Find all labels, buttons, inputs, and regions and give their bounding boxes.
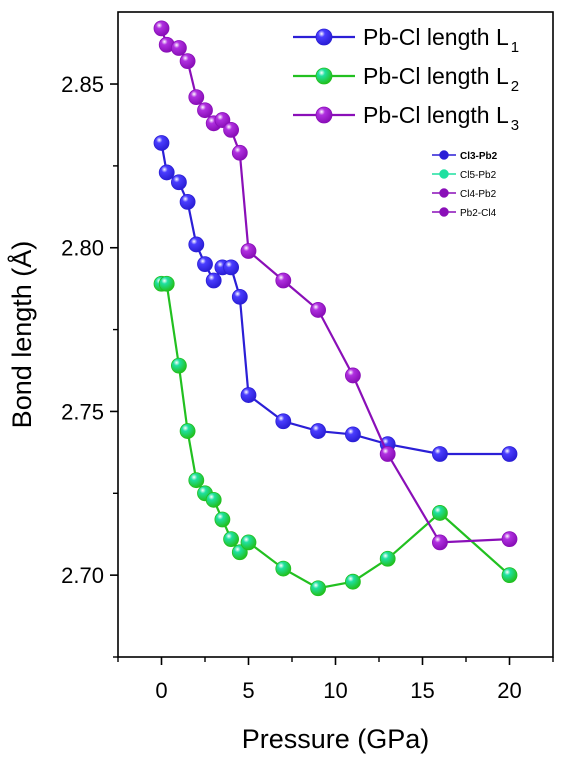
data-point bbox=[197, 256, 213, 273]
data-point bbox=[188, 472, 205, 489]
data-point bbox=[501, 567, 518, 584]
data-point bbox=[310, 302, 327, 318]
data-point bbox=[170, 174, 187, 191]
y-tick-label: 2.75 bbox=[61, 399, 104, 424]
data-point bbox=[379, 550, 396, 567]
data-point bbox=[344, 573, 361, 590]
y-axis-title: Bond length (Å) bbox=[6, 241, 37, 429]
mini-legend-marker bbox=[439, 169, 449, 179]
legend-label-subscript: 3 bbox=[511, 117, 519, 134]
mini-legend: Cl3-Pb2 Cl5-Pb2 Cl4-Pb2 Pb2-Cl4 bbox=[432, 150, 498, 219]
mini-legend-marker bbox=[439, 207, 449, 217]
data-point bbox=[205, 272, 222, 289]
mini-legend-label: Cl4-Pb2 bbox=[460, 189, 497, 200]
mini-legend-entry: Cl4-Pb2 bbox=[432, 188, 497, 200]
data-point bbox=[158, 164, 175, 181]
data-point bbox=[223, 121, 240, 138]
data-point bbox=[431, 505, 448, 521]
x-tick-label: 5 bbox=[242, 678, 254, 703]
data-point bbox=[344, 367, 361, 384]
data-point bbox=[153, 20, 170, 37]
data-point bbox=[205, 491, 222, 508]
x-tick-label: 15 bbox=[410, 678, 434, 703]
axis-ticks bbox=[110, 83, 554, 665]
data-point bbox=[275, 272, 292, 289]
x-tick-label: 10 bbox=[323, 678, 347, 703]
legend-marker bbox=[315, 67, 333, 85]
x-axis-title: Pressure (GPa) bbox=[242, 724, 430, 754]
mini-legend-entry: Pb2-Cl4 bbox=[432, 207, 497, 219]
data-point bbox=[223, 531, 240, 548]
y-tick-label: 2.70 bbox=[61, 563, 104, 588]
legend-label-subscript: 2 bbox=[511, 78, 519, 95]
data-point bbox=[501, 531, 518, 548]
data-point bbox=[179, 193, 196, 210]
data-point bbox=[344, 426, 361, 443]
data-point bbox=[188, 89, 205, 106]
data-point bbox=[231, 144, 248, 161]
mini-legend-entry: Cl5-Pb2 bbox=[432, 169, 497, 181]
data-point bbox=[310, 580, 327, 597]
series-1 bbox=[153, 135, 518, 462]
data-point bbox=[240, 243, 257, 259]
y-tick-label: 2.80 bbox=[61, 236, 104, 261]
series-2 bbox=[153, 275, 518, 597]
x-tick-label: 0 bbox=[155, 678, 167, 703]
data-point bbox=[153, 135, 170, 151]
data-point bbox=[240, 387, 257, 403]
data-point bbox=[275, 413, 292, 430]
axis-tick-labels: 0 5 10 15 20 2.70 2.75 2.80 2.85 bbox=[61, 72, 522, 703]
data-point bbox=[170, 357, 187, 374]
data-point bbox=[179, 53, 196, 70]
data-point bbox=[501, 446, 518, 462]
data-point bbox=[310, 423, 327, 439]
x-tick-label: 20 bbox=[497, 678, 521, 703]
mini-legend-label: Pb2-Cl4 bbox=[460, 208, 497, 219]
data-point bbox=[179, 423, 196, 439]
mini-legend-marker bbox=[439, 150, 449, 160]
data-point bbox=[231, 288, 248, 305]
data-point bbox=[197, 102, 213, 119]
mini-legend-label: Cl3-Pb2 bbox=[460, 151, 498, 162]
data-point bbox=[431, 534, 448, 551]
data-point bbox=[240, 534, 257, 551]
legend-marker bbox=[315, 28, 333, 46]
series-3 bbox=[153, 20, 518, 551]
plot-frame bbox=[117, 11, 554, 658]
y-tick-label: 2.85 bbox=[61, 72, 104, 97]
mini-legend-label: Cl5-Pb2 bbox=[460, 170, 497, 181]
data-point bbox=[379, 446, 396, 462]
data-point bbox=[214, 511, 231, 528]
legend-label-subscript: 1 bbox=[511, 39, 519, 56]
data-point bbox=[170, 40, 187, 56]
data-point bbox=[223, 259, 240, 276]
legend: Pb-Cl length L 1Pb-Cl length L 2Pb-Cl leng… bbox=[293, 24, 519, 134]
data-point bbox=[188, 236, 205, 253]
mini-legend-marker bbox=[439, 188, 449, 198]
series-layer bbox=[153, 20, 518, 597]
legend-marker bbox=[315, 106, 333, 124]
data-point bbox=[431, 446, 448, 462]
mini-legend-entry: Cl3-Pb2 bbox=[432, 150, 498, 162]
data-point bbox=[275, 560, 292, 577]
data-point bbox=[158, 275, 175, 292]
